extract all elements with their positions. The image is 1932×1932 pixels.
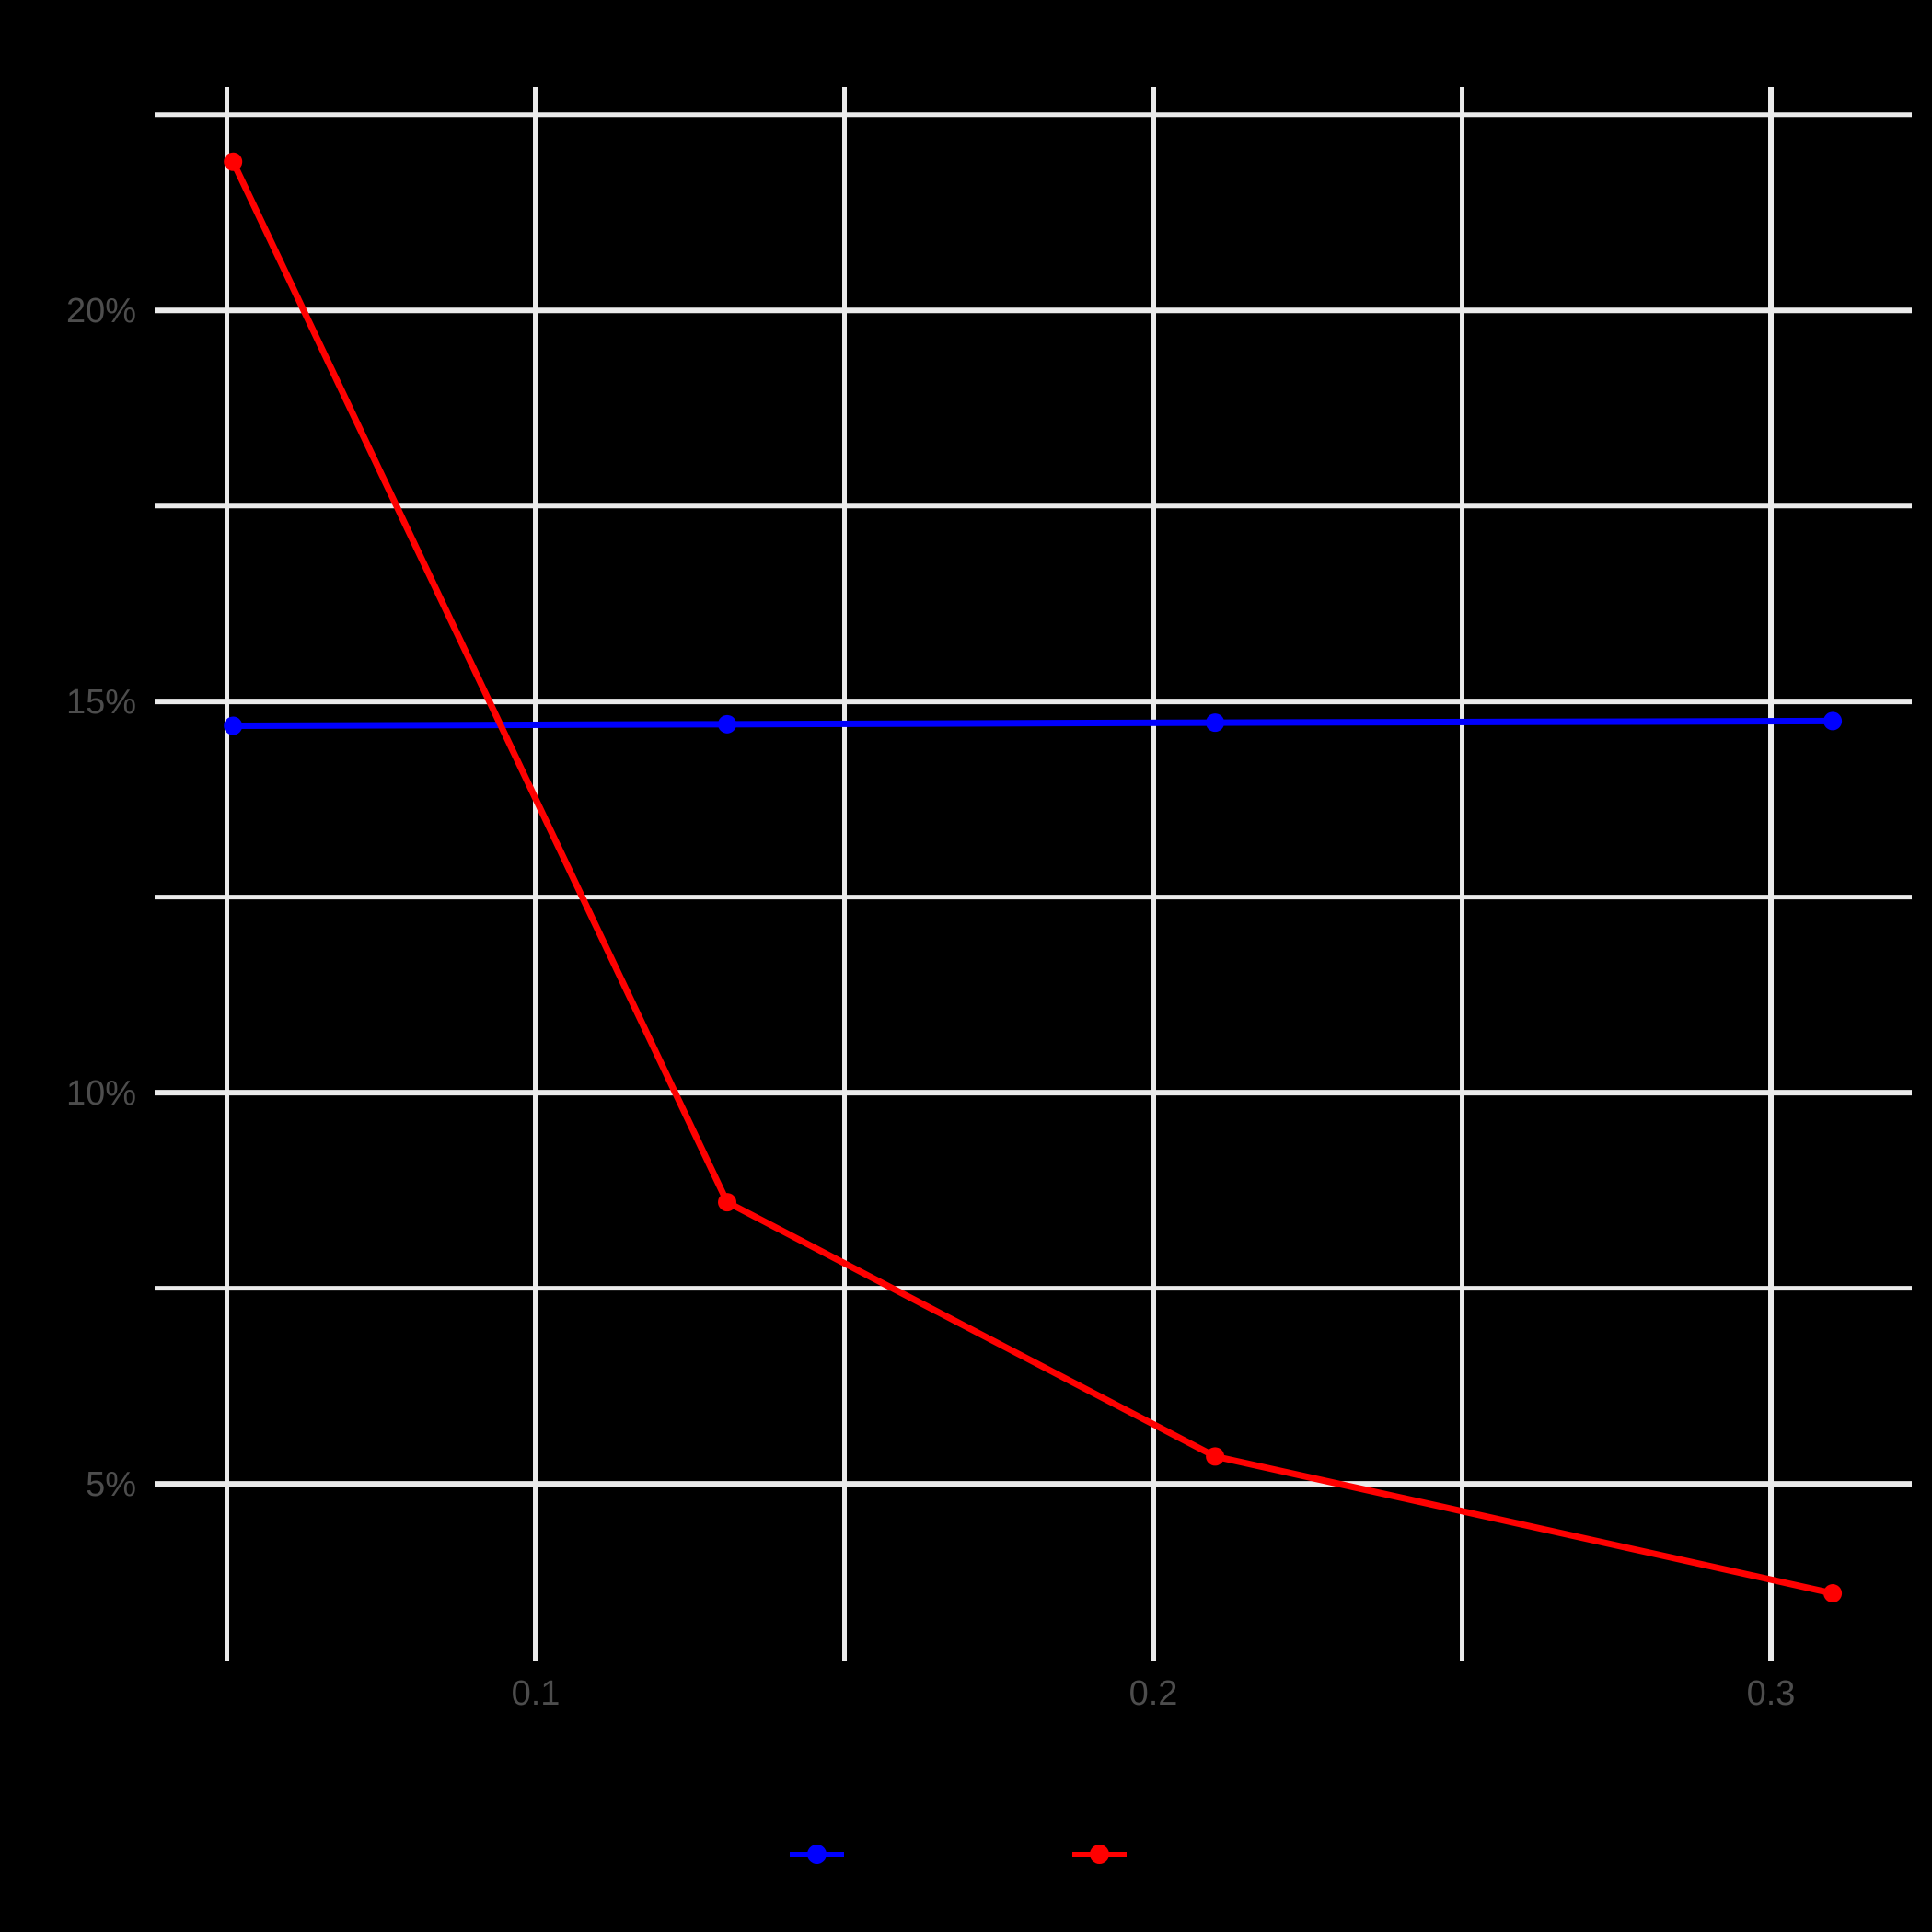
legend-key-red [1072, 1827, 1127, 1882]
legend-dot-icon [807, 1845, 827, 1864]
y-axis-tick-label: 10% [66, 1074, 136, 1113]
series-point-1 [1823, 1584, 1843, 1603]
legend-key-blue [790, 1827, 844, 1882]
y-axis-tick-label: 5% [86, 1465, 136, 1504]
series-point-1 [1206, 1447, 1225, 1466]
legend-entry-red [1072, 1827, 1296, 1882]
legend [0, 1827, 1932, 1882]
y-axis-tick-label: 20% [66, 292, 136, 330]
series-point-0 [1823, 711, 1843, 731]
series-point-0 [224, 716, 243, 735]
x-axis-tick-label: 0.2 [1129, 1674, 1178, 1713]
series-point-1 [718, 1193, 737, 1212]
series-line-1 [230, 160, 1834, 1597]
legend-dot-icon [1090, 1845, 1109, 1864]
y-axis-tick-label: 15% [66, 683, 136, 722]
series-point-0 [718, 714, 737, 734]
legend-entry-blue [790, 1827, 1013, 1882]
series-point-0 [1206, 713, 1225, 733]
series-line-0 [233, 717, 1834, 730]
x-axis-tick-label: 0.3 [1747, 1674, 1796, 1713]
series-point-1 [224, 152, 243, 171]
x-axis-tick-label: 0.1 [512, 1674, 561, 1713]
